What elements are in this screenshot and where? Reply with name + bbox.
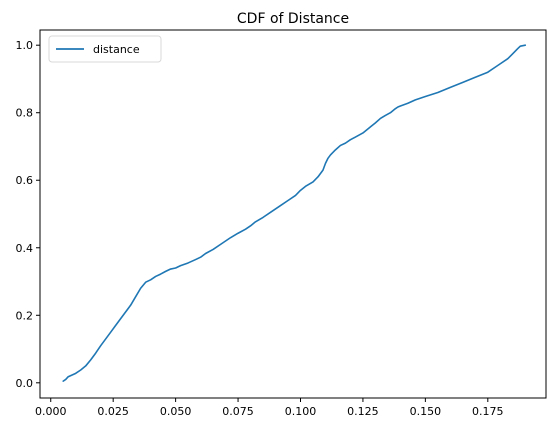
x-axis: 0.000 0.025 0.050 0.075 0.100 0.125 0.150 0.175	[35, 398, 504, 418]
y-tick-label: 0.0	[16, 377, 34, 390]
series-layer	[62, 44, 527, 382]
y-axis: 0.0 0.2 0.4 0.6 0.8 1.0	[16, 39, 40, 390]
y-tick-label: 0.8	[16, 107, 34, 120]
x-tick-label: 0.050	[160, 405, 192, 418]
plot-frame	[39, 29, 547, 399]
x-tick-label: 0.000	[35, 405, 67, 418]
series-line-distance	[62, 44, 527, 382]
chart-title: CDF of Distance	[237, 11, 349, 27]
y-tick-label: 0.2	[16, 309, 34, 322]
y-tick-label: 1.0	[16, 39, 34, 52]
x-tick-label: 0.100	[285, 405, 317, 418]
x-tick-label: 0.075	[222, 405, 254, 418]
x-tick-label: 0.150	[410, 405, 442, 418]
legend-label-distance: distance	[93, 43, 140, 56]
legend-box	[48, 35, 162, 63]
x-tick-label: 0.025	[97, 405, 129, 418]
x-tick-label: 0.175	[472, 405, 504, 418]
y-tick-label: 0.4	[16, 242, 34, 255]
legend: distance	[48, 35, 162, 63]
y-tick-label: 0.6	[16, 174, 34, 187]
x-tick-label: 0.125	[347, 405, 379, 418]
